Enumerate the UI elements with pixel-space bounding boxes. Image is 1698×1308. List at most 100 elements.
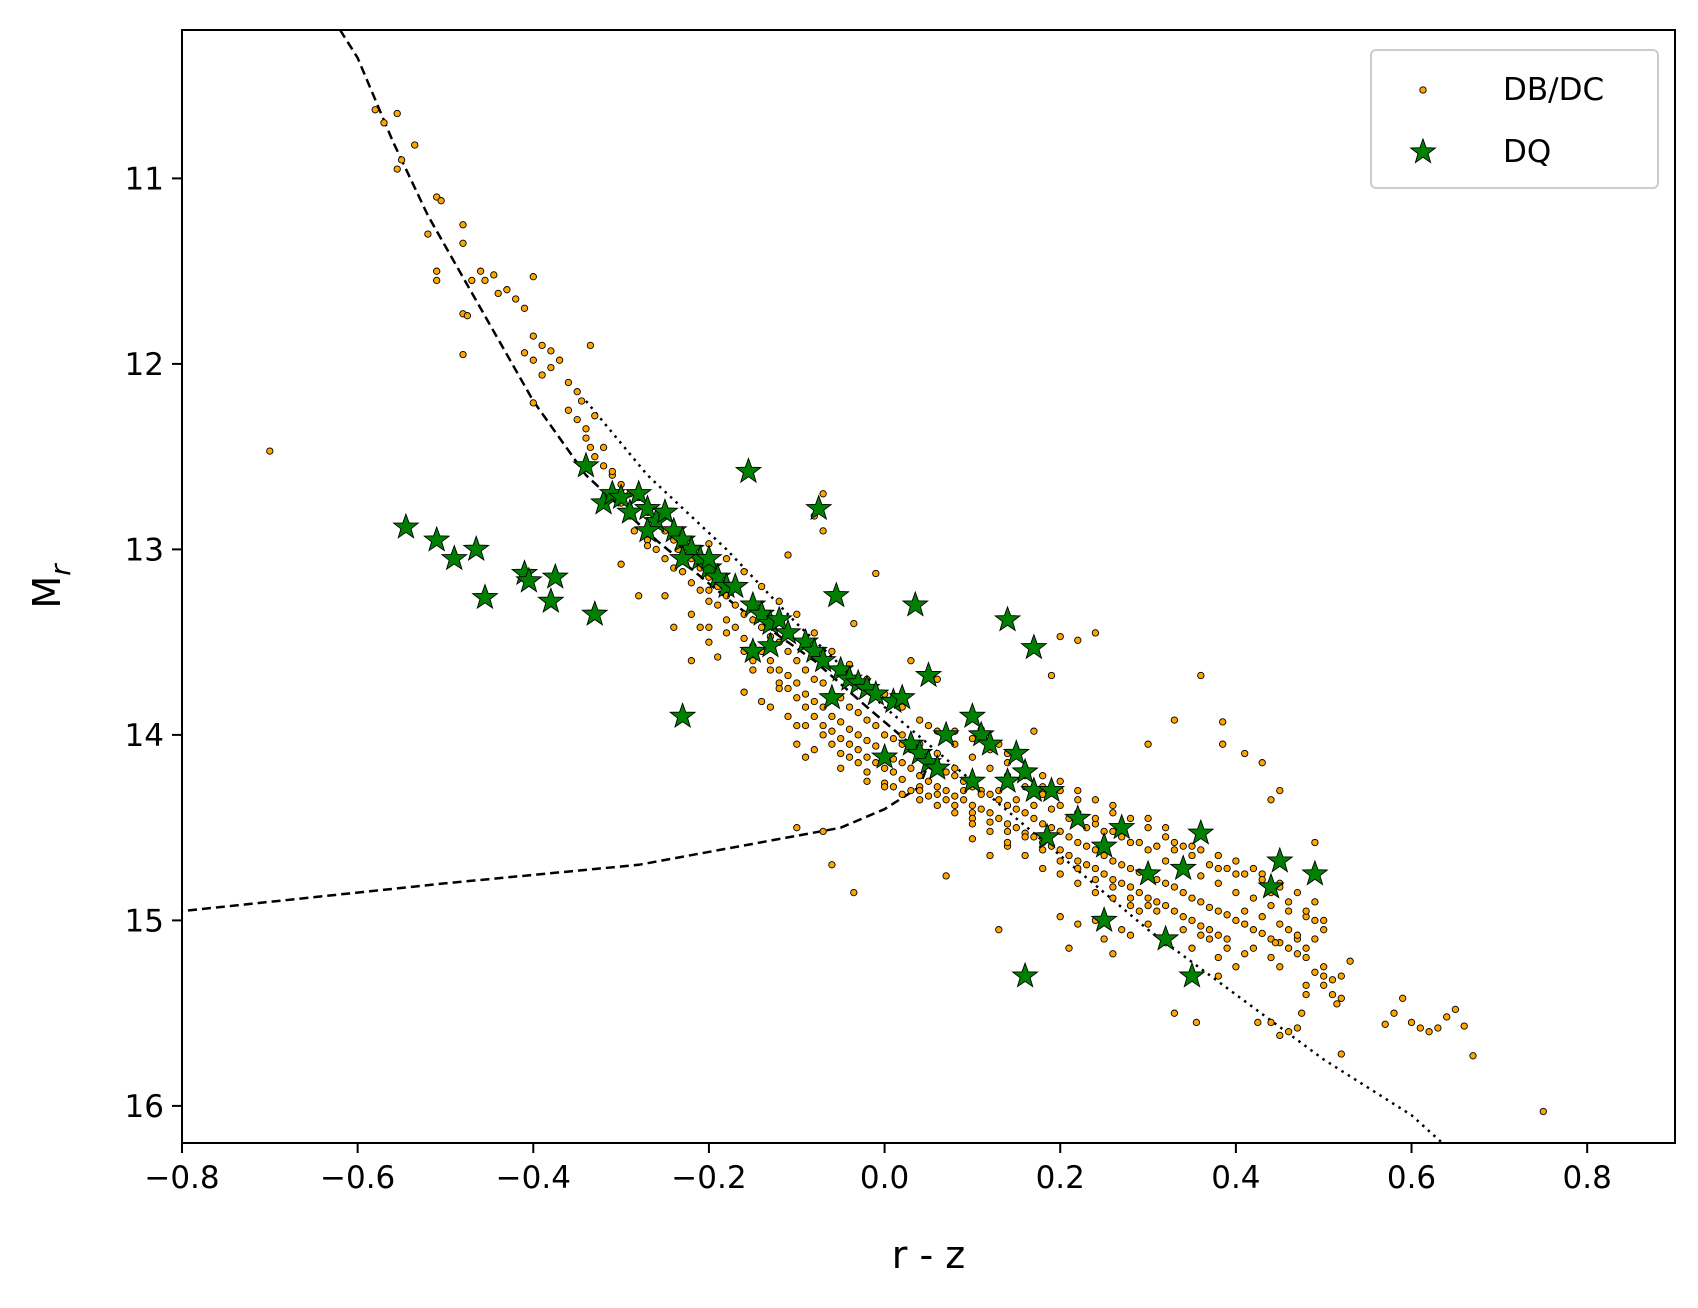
dbdc-point — [872, 569, 880, 578]
dbdc-point — [1188, 842, 1196, 850]
dbdc-point — [1153, 907, 1161, 915]
dq-point — [805, 494, 833, 521]
dbdc-point — [1091, 796, 1100, 804]
dbdc-point — [1205, 903, 1214, 912]
dbdc-point — [872, 742, 880, 750]
dbdc-point — [1065, 851, 1073, 860]
dbdc-point — [1258, 929, 1266, 938]
dq-point — [1011, 961, 1039, 988]
dbdc-point — [599, 443, 608, 452]
dbdc-point — [512, 295, 520, 303]
dbdc-point — [819, 490, 827, 498]
dbdc-point — [1271, 939, 1280, 947]
dbdc-point — [819, 827, 827, 836]
dq-point — [901, 590, 929, 617]
dq-point — [541, 562, 569, 589]
dbdc-point — [1153, 842, 1161, 850]
dbdc-point — [1056, 913, 1064, 921]
plot-frame — [181, 29, 1676, 1144]
dbdc-point — [1091, 875, 1100, 884]
dbdc-point — [1192, 1018, 1201, 1027]
dbdc-point — [433, 276, 441, 285]
x-tick-label: 0.6 — [1387, 1160, 1436, 1196]
dbdc-point — [757, 697, 766, 706]
dbdc-point — [951, 809, 959, 817]
dbdc-point — [1311, 838, 1319, 847]
dbdc-point — [924, 792, 933, 800]
dbdc-point — [1249, 944, 1258, 952]
dbdc-point — [828, 712, 836, 721]
x-tick-label: 0.4 — [1211, 1160, 1260, 1196]
dbdc-point — [1030, 833, 1038, 841]
dbdc-point — [1074, 857, 1082, 865]
dq-point — [392, 512, 420, 539]
legend-marker-dbdc — [1419, 86, 1427, 94]
dbdc-point — [1021, 833, 1029, 841]
dbdc-point — [1047, 805, 1056, 813]
dbdc-point — [1407, 1018, 1416, 1027]
dbdc-point — [529, 332, 537, 340]
dbdc-point — [437, 197, 445, 205]
dq-point — [1257, 872, 1285, 899]
dbdc-point — [468, 276, 476, 285]
dbdc-point — [586, 341, 595, 350]
dbdc-point — [766, 657, 775, 665]
legend-box — [1370, 49, 1659, 189]
dbdc-point — [696, 623, 704, 631]
dbdc-point — [1434, 1024, 1442, 1032]
dbdc-point — [819, 679, 827, 687]
dbdc-point — [1030, 814, 1038, 823]
dbdc-point — [951, 792, 959, 800]
dbdc-point — [1135, 907, 1143, 915]
dbdc-point — [1267, 796, 1275, 804]
dbdc-point — [1126, 894, 1135, 902]
dbdc-point — [463, 312, 472, 320]
dbdc-point — [766, 703, 775, 711]
dq-point — [440, 544, 468, 571]
dbdc-point — [722, 629, 731, 637]
dbdc-point — [793, 610, 801, 618]
dbdc-point — [977, 790, 985, 798]
dbdc-point — [397, 156, 406, 164]
dq-point — [695, 544, 723, 571]
dbdc-point — [617, 560, 625, 568]
dbdc-point — [801, 666, 810, 674]
dbdc-point — [1539, 1107, 1547, 1116]
dbdc-point — [573, 388, 581, 396]
dbdc-point — [1161, 857, 1170, 865]
dbdc-point — [1074, 786, 1082, 795]
dbdc-point — [784, 712, 792, 721]
dq-point — [1037, 776, 1066, 803]
dbdc-point — [1056, 801, 1064, 810]
dq-point — [862, 679, 890, 706]
dbdc-point — [1170, 838, 1179, 847]
dq-point — [993, 605, 1022, 632]
dbdc-point — [1074, 920, 1082, 928]
dbdc-point — [1399, 994, 1407, 1002]
dbdc-point — [810, 712, 818, 721]
dbdc-point — [1205, 861, 1214, 869]
dbdc-point — [1126, 838, 1135, 847]
dq-point — [1152, 924, 1180, 951]
dbdc-point — [1047, 671, 1056, 680]
dbdc-point — [757, 582, 766, 591]
dbdc-point — [898, 731, 906, 739]
dbdc-point — [1161, 901, 1170, 910]
dbdc-point — [573, 415, 581, 424]
dbdc-point — [1276, 963, 1284, 971]
dbdc-point — [529, 399, 537, 407]
dbdc-point — [1469, 1052, 1477, 1060]
dbdc-point — [1144, 824, 1152, 832]
dbdc-point — [1214, 931, 1222, 939]
dbdc-point — [1241, 920, 1249, 928]
dbdc-point — [547, 363, 555, 372]
x-tick-label: 0.8 — [1563, 1160, 1612, 1196]
dbdc-point — [705, 586, 713, 594]
dbdc-point — [1425, 1028, 1433, 1036]
dbdc-point — [951, 764, 959, 772]
dbdc-point — [1003, 820, 1012, 828]
dbdc-point — [1214, 851, 1222, 860]
dbdc-point — [1284, 944, 1293, 952]
dbdc-point — [854, 708, 862, 717]
dbdc-point — [433, 267, 441, 275]
